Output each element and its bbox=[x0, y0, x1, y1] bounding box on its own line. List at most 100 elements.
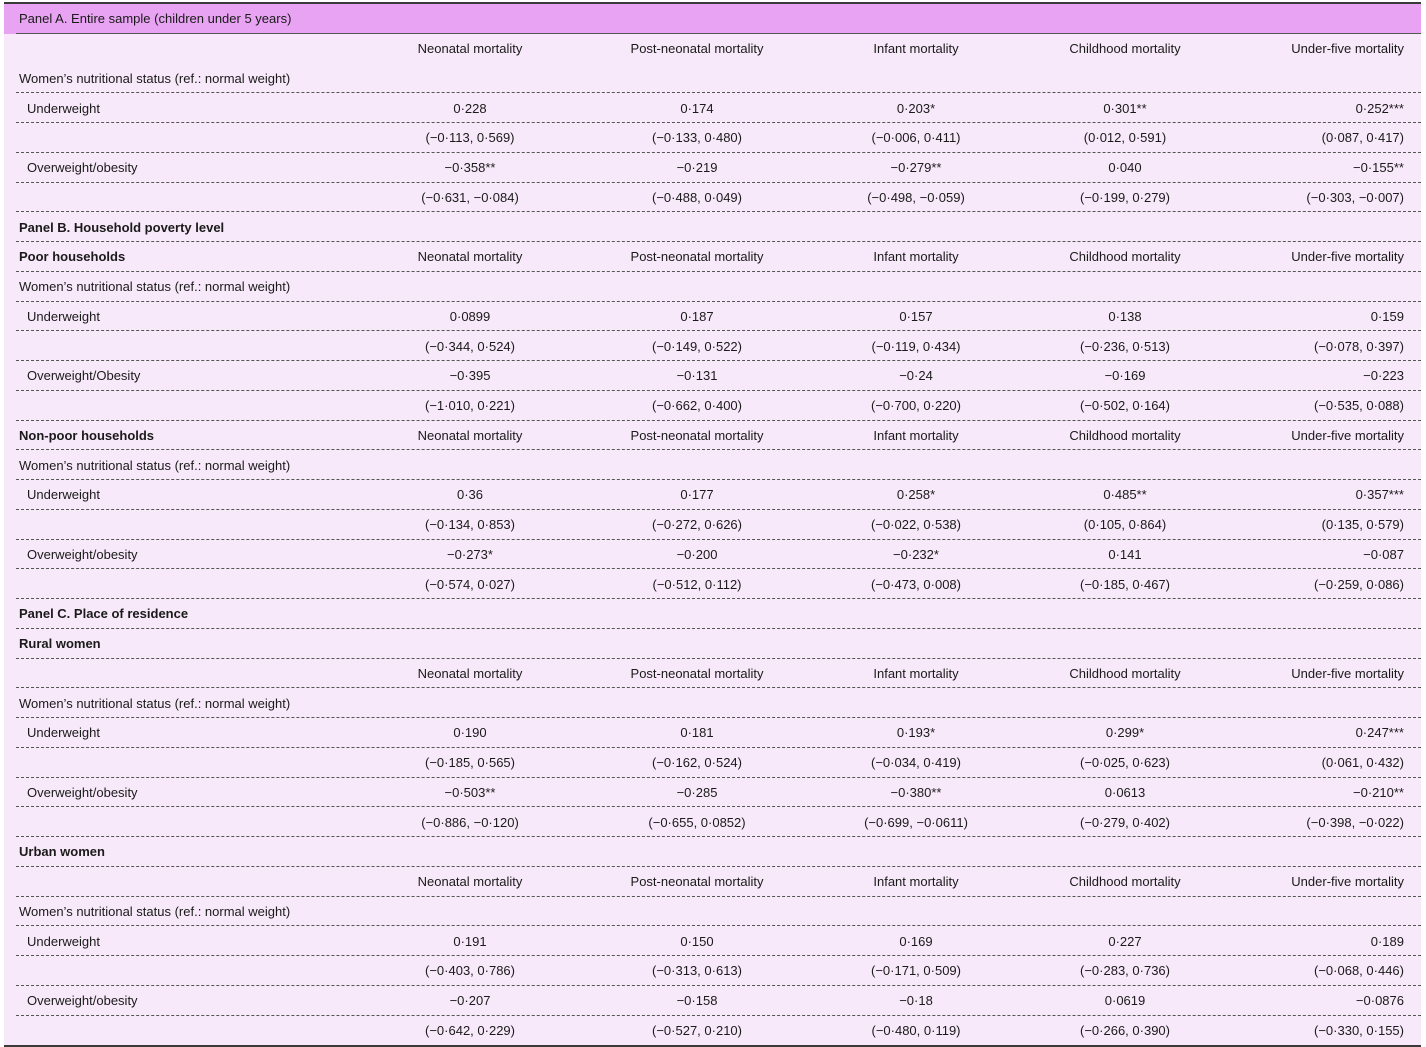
table-cell: 0·228 bbox=[453, 100, 487, 116]
table-row: Underweight 0·191 0·150 0·169 0·227 0·189 bbox=[4, 926, 1421, 956]
table-cell: (−0·700, 0·220) bbox=[871, 398, 961, 414]
table-cell: −0·285 bbox=[676, 784, 718, 800]
table-cell: −0·158 bbox=[676, 993, 718, 1009]
column-header: Post-neonatal mortality bbox=[630, 665, 764, 681]
table-cell: (−0·488, 0·049) bbox=[652, 189, 742, 205]
row-label: Overweight/obesity bbox=[27, 546, 138, 562]
section-label-row: Women’s nutritional status (ref.: normal… bbox=[4, 897, 1421, 927]
table-cell: (−0·185, 0·565) bbox=[425, 755, 515, 771]
row-label: Panel A. Entire sample (children under 5… bbox=[19, 11, 292, 27]
table-cell: (−0·162, 0·524) bbox=[652, 755, 742, 771]
column-header: Childhood mortality bbox=[1069, 874, 1181, 890]
table-cell: (0·105, 0·864) bbox=[1083, 517, 1167, 533]
table-cell: (−0·480, 0·119) bbox=[871, 1022, 961, 1038]
section-label-row: Women’s nutritional status (ref.: normal… bbox=[4, 272, 1421, 302]
table-cell: −0·0876 bbox=[1355, 993, 1404, 1009]
column-header: Childhood mortality bbox=[1069, 249, 1181, 265]
table-cell: (−0·283, 0·736) bbox=[1080, 963, 1170, 979]
table-cell: −0·155** bbox=[1353, 160, 1404, 176]
table-cell: (−0·272, 0·626) bbox=[652, 517, 742, 533]
row-label: Underweight bbox=[27, 100, 100, 116]
table-row: (−0·642, 0·229) (−0·527, 0·210) (−0·480, 0… bbox=[4, 1016, 1421, 1046]
row-label: Overweight/obesity bbox=[27, 993, 138, 1009]
table-cell: −0·223 bbox=[1363, 368, 1404, 384]
table-cell: (−0·502, 0·164) bbox=[1080, 398, 1170, 414]
table-cell: 0·193* bbox=[896, 725, 936, 741]
table-cell: (−1·010, 0·221) bbox=[425, 398, 515, 414]
table-cell: 0·174 bbox=[680, 100, 714, 116]
results-table: Panel A. Entire sample (children under 5… bbox=[4, 2, 1421, 1047]
row-label: Panel C. Place of residence bbox=[19, 606, 189, 622]
row-label: Overweight/Obesity bbox=[27, 368, 141, 384]
table-cell: (0·012, 0·591) bbox=[1083, 130, 1167, 146]
table-cell: (−0·662, 0·400) bbox=[652, 398, 742, 414]
column-header-row: Poor households Neonatal mortality Post-ne… bbox=[4, 242, 1421, 272]
table-row: Underweight 0·0899 0·187 0·157 0·138 0·159 bbox=[4, 302, 1421, 332]
row-label: Overweight/obesity bbox=[27, 784, 138, 800]
table-cell: (0·135, 0·579) bbox=[1321, 517, 1404, 533]
table-cell: (−0·025, 0·623) bbox=[1080, 755, 1170, 771]
table-cell: 0·191 bbox=[453, 933, 487, 949]
table-cell: −0·232* bbox=[893, 546, 939, 562]
table-row: (−0·134, 0·853) (−0·272, 0·626) (−0·022, 0… bbox=[4, 510, 1421, 540]
column-header: Infant mortality bbox=[873, 665, 959, 681]
section-label-row: Rural women bbox=[4, 629, 1421, 659]
table-cell: (−0·642, 0·229) bbox=[425, 1022, 515, 1038]
table-cell: (−0·535, 0·088) bbox=[1314, 398, 1404, 414]
row-label: Underweight bbox=[27, 933, 100, 949]
section-label-row: Women’s nutritional status (ref.: normal… bbox=[4, 688, 1421, 718]
table-cell: −0·279** bbox=[890, 160, 942, 176]
row-label: Underweight bbox=[27, 725, 100, 741]
table-cell: 0·252*** bbox=[1355, 100, 1404, 116]
table-row: Overweight/obesity −0·358** −0·219 −0·279**… bbox=[4, 153, 1421, 183]
table-row: Overweight/obesity −0·503** −0·285 −0·380**… bbox=[4, 778, 1421, 808]
table-cell: (−0·068, 0·446) bbox=[1314, 963, 1404, 979]
table-cell: (−0·149, 0·522) bbox=[652, 338, 742, 354]
column-header: Infant mortality bbox=[873, 874, 959, 890]
row-label: Women’s nutritional status (ref.: normal… bbox=[19, 457, 291, 473]
table-cell: 0·227 bbox=[1108, 933, 1142, 949]
table-cell: (−0·133, 0·480) bbox=[652, 130, 742, 146]
table-cell: (0·061, 0·432) bbox=[1321, 755, 1404, 771]
table-cell: −0·087 bbox=[1363, 546, 1404, 562]
table-cell: 0·141 bbox=[1108, 546, 1142, 562]
table-cell: (−0·699, −0·0611) bbox=[864, 814, 968, 830]
column-header: Post-neonatal mortality bbox=[630, 427, 764, 443]
table-cell: (−0·185, 0·467) bbox=[1080, 576, 1170, 592]
section-label-row: Panel C. Place of residence bbox=[4, 599, 1421, 629]
table-row: (−0·185, 0·565) (−0·162, 0·524) (−0·034, 0… bbox=[4, 748, 1421, 778]
table-cell: 0·138 bbox=[1108, 308, 1142, 324]
table-cell: 0·36 bbox=[456, 487, 484, 503]
column-header: Under-five mortality bbox=[1291, 249, 1404, 265]
table-cell: (−0·655, 0·0852) bbox=[648, 814, 746, 830]
column-header: Childhood mortality bbox=[1069, 665, 1181, 681]
table-cell: −0·210** bbox=[1353, 784, 1404, 800]
row-label: Underweight bbox=[27, 308, 100, 324]
table-cell: −0·503** bbox=[444, 784, 496, 800]
table-cell: 0·203* bbox=[896, 100, 936, 116]
row-label: Women’s nutritional status (ref.: normal… bbox=[19, 70, 291, 86]
row-label: Non-poor households bbox=[19, 427, 155, 443]
table-cell: 0·187 bbox=[680, 308, 714, 324]
table-row: (−0·886, −0·120) (−0·655, 0·0852) (−0·699,… bbox=[4, 807, 1421, 837]
section-label-row: Panel B. Household poverty level bbox=[4, 212, 1421, 242]
table-cell: −0·273* bbox=[447, 546, 493, 562]
column-header: Childhood mortality bbox=[1069, 41, 1181, 57]
table-cell: 0·181 bbox=[680, 725, 714, 741]
table-cell: (−0·199, 0·279) bbox=[1080, 189, 1170, 205]
table-cell: (−0·313, 0·613) bbox=[652, 963, 742, 979]
table-cell: (−0·113, 0·569) bbox=[425, 130, 515, 146]
section-label-row: Urban women bbox=[4, 837, 1421, 867]
table-cell: 0·169 bbox=[899, 933, 933, 949]
table-cell: (0·087, 0·417) bbox=[1321, 130, 1404, 146]
column-header: Post-neonatal mortality bbox=[630, 874, 764, 890]
table-row: Underweight 0·228 0·174 0·203* 0·301** 0·252*… bbox=[4, 93, 1421, 123]
table-cell: (−0·279, 0·402) bbox=[1080, 814, 1170, 830]
row-label: Women’s nutritional status (ref.: normal… bbox=[19, 903, 291, 919]
row-label: Rural women bbox=[19, 636, 101, 652]
row-label: Urban women bbox=[19, 844, 105, 860]
column-header: Post-neonatal mortality bbox=[630, 249, 764, 265]
column-header-row: Neonatal mortality Post-neonatal mortalit… bbox=[4, 867, 1421, 897]
column-header: Under-five mortality bbox=[1291, 665, 1404, 681]
table-cell: (−0·403, 0·786) bbox=[425, 963, 515, 979]
